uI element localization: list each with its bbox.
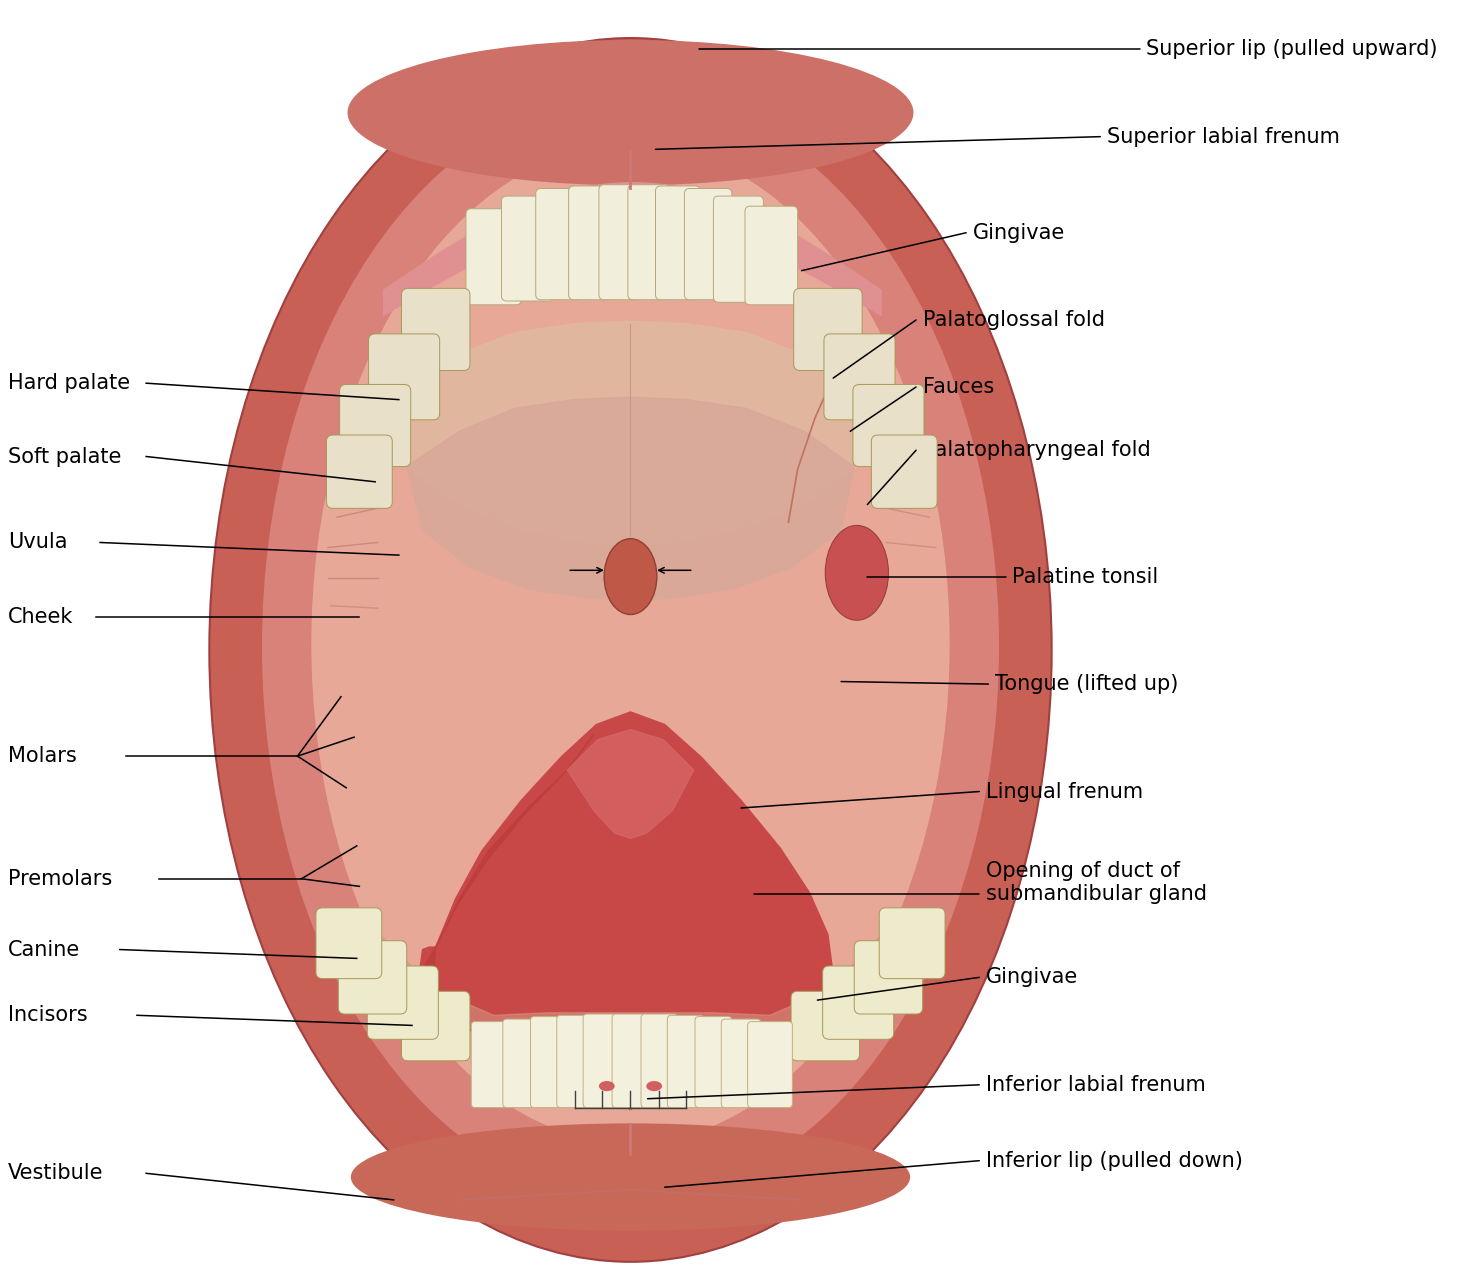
Text: Inferior labial frenum: Inferior labial frenum	[986, 1074, 1206, 1095]
Text: Tongue (lifted up): Tongue (lifted up)	[995, 674, 1178, 694]
FancyBboxPatch shape	[535, 189, 584, 300]
FancyBboxPatch shape	[685, 189, 732, 300]
Text: Premolars: Premolars	[7, 869, 113, 888]
FancyBboxPatch shape	[598, 185, 641, 300]
FancyBboxPatch shape	[695, 1016, 732, 1107]
Text: Vestibule: Vestibule	[7, 1163, 104, 1183]
FancyBboxPatch shape	[854, 940, 923, 1014]
Text: Molars: Molars	[7, 746, 76, 767]
FancyBboxPatch shape	[531, 1016, 568, 1107]
Ellipse shape	[598, 1081, 614, 1091]
FancyBboxPatch shape	[748, 1021, 793, 1107]
FancyBboxPatch shape	[655, 186, 701, 300]
FancyBboxPatch shape	[557, 1015, 594, 1107]
FancyBboxPatch shape	[369, 334, 440, 419]
Text: Soft palate: Soft palate	[7, 446, 121, 466]
FancyBboxPatch shape	[628, 185, 670, 300]
Text: Gingivae: Gingivae	[986, 968, 1078, 987]
Text: Palatopharyngeal fold: Palatopharyngeal fold	[923, 440, 1150, 460]
Polygon shape	[357, 912, 904, 1038]
Text: Palatoglossal fold: Palatoglossal fold	[923, 310, 1105, 329]
Ellipse shape	[209, 38, 1052, 1262]
Text: Palatine tonsil: Palatine tonsil	[1012, 566, 1159, 587]
FancyBboxPatch shape	[467, 209, 521, 305]
FancyBboxPatch shape	[503, 1019, 543, 1107]
Text: Canine: Canine	[7, 940, 80, 959]
FancyBboxPatch shape	[714, 196, 764, 303]
FancyBboxPatch shape	[822, 965, 894, 1039]
FancyBboxPatch shape	[824, 334, 895, 419]
Polygon shape	[420, 735, 594, 1025]
Text: Superior labial frenum: Superior labial frenum	[1107, 127, 1340, 147]
Ellipse shape	[312, 144, 949, 1143]
Text: Uvula: Uvula	[7, 532, 67, 552]
Polygon shape	[394, 322, 868, 545]
FancyBboxPatch shape	[316, 908, 382, 978]
FancyBboxPatch shape	[339, 384, 411, 466]
Polygon shape	[407, 397, 854, 601]
Text: Inferior lip (pulled down): Inferior lip (pulled down)	[986, 1150, 1242, 1171]
FancyBboxPatch shape	[367, 965, 439, 1039]
Text: Gingivae: Gingivae	[973, 223, 1065, 243]
Polygon shape	[568, 730, 693, 839]
FancyBboxPatch shape	[745, 207, 797, 305]
FancyBboxPatch shape	[338, 940, 407, 1014]
Text: Opening of duct of
submandibular gland: Opening of duct of submandibular gland	[986, 862, 1207, 905]
Text: Fauces: Fauces	[923, 378, 993, 397]
FancyBboxPatch shape	[641, 1014, 677, 1107]
Polygon shape	[420, 712, 832, 1063]
FancyBboxPatch shape	[502, 196, 554, 302]
FancyBboxPatch shape	[872, 435, 938, 508]
Ellipse shape	[647, 1081, 663, 1091]
Text: Lingual frenum: Lingual frenum	[986, 782, 1143, 802]
FancyBboxPatch shape	[791, 991, 859, 1060]
Ellipse shape	[351, 1124, 910, 1230]
FancyBboxPatch shape	[326, 435, 392, 508]
FancyBboxPatch shape	[569, 186, 613, 300]
FancyBboxPatch shape	[401, 991, 470, 1060]
FancyBboxPatch shape	[853, 384, 925, 466]
Ellipse shape	[348, 41, 913, 185]
Ellipse shape	[825, 526, 888, 621]
FancyBboxPatch shape	[612, 1014, 650, 1107]
FancyBboxPatch shape	[471, 1021, 516, 1107]
FancyBboxPatch shape	[667, 1015, 704, 1107]
Text: Hard palate: Hard palate	[7, 374, 130, 393]
FancyBboxPatch shape	[879, 908, 945, 978]
Ellipse shape	[262, 92, 999, 1200]
Text: Cheek: Cheek	[7, 607, 73, 627]
Ellipse shape	[604, 538, 657, 614]
Text: Superior lip (pulled upward): Superior lip (pulled upward)	[1147, 39, 1438, 60]
Text: Incisors: Incisors	[7, 1005, 88, 1025]
FancyBboxPatch shape	[794, 289, 862, 370]
FancyBboxPatch shape	[584, 1014, 620, 1107]
FancyBboxPatch shape	[401, 289, 470, 370]
FancyBboxPatch shape	[721, 1019, 761, 1107]
